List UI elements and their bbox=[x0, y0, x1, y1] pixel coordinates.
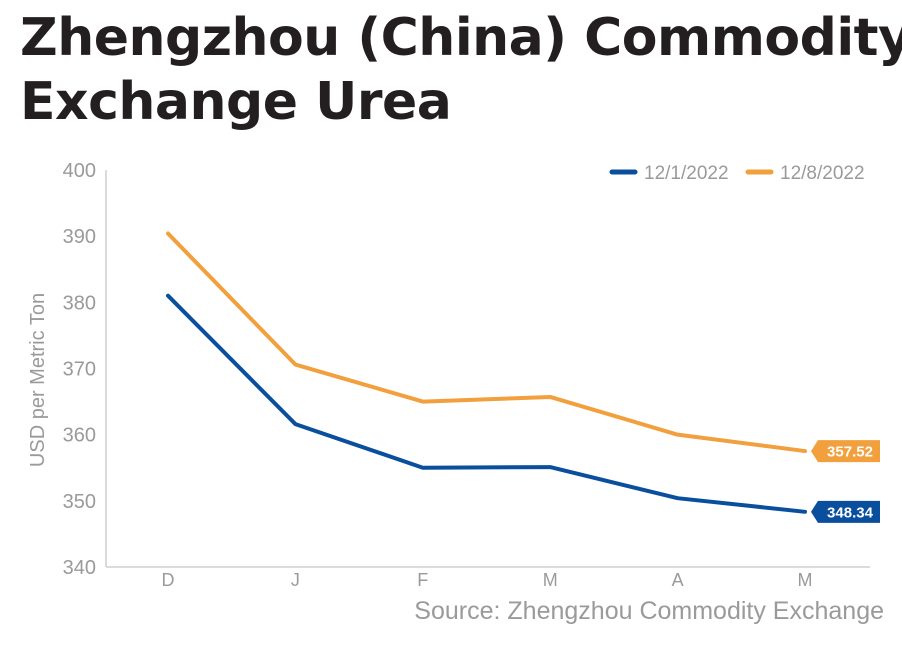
x-tick-label: F bbox=[417, 570, 428, 590]
end-label-value: 357.52 bbox=[827, 444, 873, 461]
series-line-2 bbox=[166, 231, 807, 454]
y-axis-label: USD per Metric Ton bbox=[27, 293, 49, 467]
y-tick-label: 380 bbox=[63, 292, 96, 314]
x-tick-label: M bbox=[543, 570, 558, 590]
end-label-2: 357.52 bbox=[811, 440, 880, 463]
y-tick-labels: 340 350 360 370 380 390 400 bbox=[63, 160, 96, 579]
chart-series bbox=[166, 231, 807, 514]
x-tick-label: J bbox=[291, 570, 300, 590]
y-tick-label: 360 bbox=[63, 425, 96, 447]
source-note: Source: Zhengzhou Commodity Exchange bbox=[414, 597, 884, 625]
chart-axes bbox=[105, 170, 870, 568]
chart-title-line-2: Exchange Urea bbox=[20, 72, 452, 132]
legend-label: 12/8/2022 bbox=[780, 163, 865, 184]
chart-title-line-1: Zhengzhou (China) Commodity bbox=[20, 8, 902, 68]
end-value-labels: 348.34 357.52 bbox=[811, 440, 880, 523]
x-tick-label: A bbox=[672, 570, 684, 590]
y-tick-label: 350 bbox=[63, 491, 96, 513]
end-label-value: 348.34 bbox=[827, 504, 874, 521]
y-tick-label: 370 bbox=[63, 359, 96, 381]
chart-legend: 12/1/2022 12/8/2022 bbox=[609, 163, 865, 184]
end-label-1: 348.34 bbox=[811, 500, 880, 523]
y-tick-label: 390 bbox=[63, 226, 96, 248]
chart-title: Zhengzhou (China) Commodity Exchange Ure… bbox=[20, 6, 902, 134]
legend-item-1: 12/1/2022 bbox=[609, 163, 729, 184]
x-tick-label: D bbox=[162, 570, 175, 590]
end-label-tag bbox=[811, 440, 880, 463]
y-tick-label: 400 bbox=[63, 160, 96, 182]
x-tick-label: M bbox=[798, 570, 813, 590]
legend-label: 12/1/2022 bbox=[644, 163, 729, 184]
end-label-tag bbox=[811, 500, 880, 523]
series-line-1 bbox=[166, 293, 807, 514]
y-tick-label: 340 bbox=[63, 557, 96, 579]
legend-item-2: 12/8/2022 bbox=[745, 163, 865, 184]
